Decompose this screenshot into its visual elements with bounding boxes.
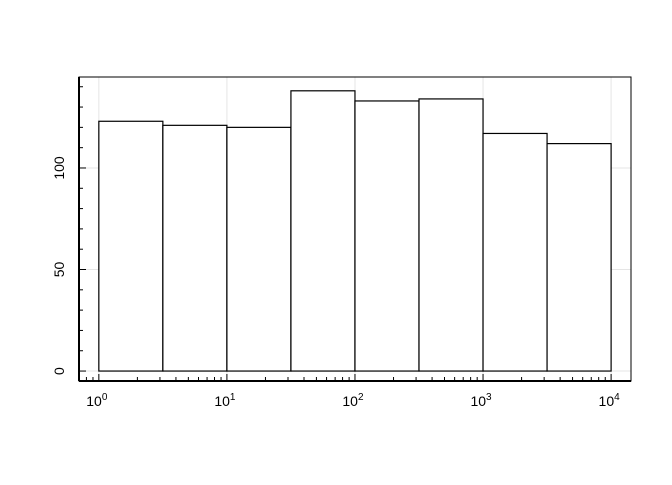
tick-base: 10 bbox=[470, 393, 486, 409]
histogram-bar bbox=[162, 124, 228, 372]
tick-base: 10 bbox=[86, 393, 102, 409]
tick-exponent: 2 bbox=[358, 392, 364, 403]
histogram-bar bbox=[482, 132, 548, 372]
bars bbox=[98, 90, 612, 372]
y-tick-label: 0 bbox=[51, 367, 67, 375]
tick-base: 10 bbox=[599, 393, 615, 409]
tick-exponent: 3 bbox=[486, 392, 492, 403]
x-tick-label: 100 bbox=[86, 392, 108, 409]
y-tick-label: 100 bbox=[51, 156, 67, 180]
x-tick-label: 104 bbox=[599, 392, 621, 409]
histogram-bar bbox=[226, 126, 292, 372]
x-tick-label: 103 bbox=[470, 392, 492, 409]
y-tick-label: 50 bbox=[51, 262, 67, 278]
x-tick-label: 101 bbox=[214, 392, 236, 409]
tick-base: 10 bbox=[342, 393, 358, 409]
histogram-bar bbox=[354, 100, 420, 372]
histogram-bar bbox=[290, 90, 356, 372]
tick-exponent: 0 bbox=[102, 392, 108, 403]
histogram-bar bbox=[546, 143, 612, 372]
x-tick-label: 102 bbox=[342, 392, 364, 409]
histogram-bar bbox=[98, 120, 164, 372]
tick-base: 10 bbox=[214, 393, 230, 409]
histogram-bar bbox=[418, 98, 484, 372]
tick-exponent: 1 bbox=[230, 392, 236, 403]
tick-exponent: 4 bbox=[614, 392, 620, 403]
